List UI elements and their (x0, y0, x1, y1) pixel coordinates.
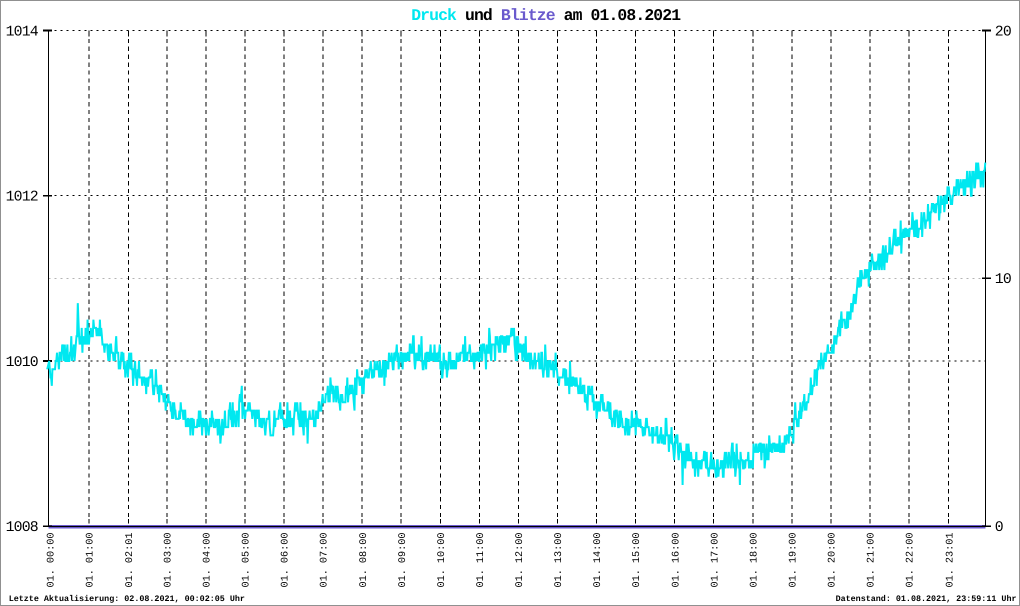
svg-text:01. 15:00: 01. 15:00 (632, 533, 643, 588)
svg-text:01. 08:00: 01. 08:00 (359, 533, 370, 588)
svg-text:20: 20 (995, 24, 1011, 40)
svg-text:Datenstand: 01.08.2021, 23:59:: Datenstand: 01.08.2021, 23:59:11 Uhr (836, 594, 1017, 604)
svg-text:01. 23:01: 01. 23:01 (945, 533, 956, 588)
svg-text:01. 01:00: 01. 01:00 (85, 533, 96, 588)
svg-text:01. 09:00: 01. 09:00 (398, 533, 409, 588)
svg-text:01. 22:00: 01. 22:00 (906, 533, 917, 588)
svg-text:01. 06:00: 01. 06:00 (281, 533, 292, 588)
svg-text:01. 04:00: 01. 04:00 (203, 533, 214, 588)
svg-text:01. 11:00: 01. 11:00 (476, 533, 487, 588)
svg-text:01. 20:00: 01. 20:00 (828, 533, 839, 588)
svg-text:01. 17:00: 01. 17:00 (710, 533, 721, 588)
svg-text:01. 00:00: 01. 00:00 (46, 533, 57, 588)
svg-text:1010: 1010 (6, 355, 38, 371)
svg-text:01. 02:01: 01. 02:01 (125, 533, 136, 588)
svg-text:01. 19:00: 01. 19:00 (788, 533, 799, 588)
svg-text:0: 0 (995, 520, 1003, 536)
svg-text:01. 14:00: 01. 14:00 (593, 533, 604, 588)
svg-text:01. 21:00: 01. 21:00 (867, 533, 878, 588)
svg-text:10: 10 (995, 272, 1011, 288)
svg-text:Druck und Blitze am 01.08.2021: Druck und Blitze am 01.08.2021 (411, 6, 681, 25)
svg-text:01. 05:00: 01. 05:00 (242, 533, 253, 588)
svg-text:Letzte Aktualisierung: 02.08.2: Letzte Aktualisierung: 02.08.2021, 00:02… (9, 594, 245, 604)
svg-text:01. 10:00: 01. 10:00 (437, 533, 448, 588)
svg-text:01. 07:00: 01. 07:00 (320, 533, 331, 588)
svg-text:1008: 1008 (6, 520, 38, 536)
svg-text:01. 12:00: 01. 12:00 (515, 533, 526, 588)
svg-text:01. 16:00: 01. 16:00 (671, 533, 682, 588)
svg-text:1012: 1012 (6, 190, 38, 206)
svg-text:1014: 1014 (6, 24, 39, 40)
svg-text:01. 03:00: 01. 03:00 (164, 533, 175, 588)
svg-text:01. 18:00: 01. 18:00 (749, 533, 760, 588)
svg-text:01. 13:00: 01. 13:00 (554, 533, 565, 588)
